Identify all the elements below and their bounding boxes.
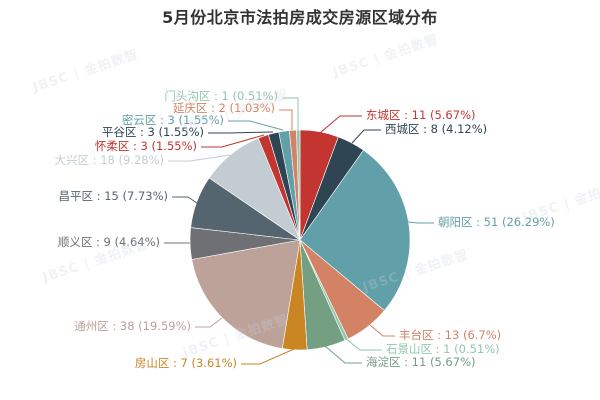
- leader-line-15: [282, 97, 299, 130]
- pie-slice-15[interactable]: [296, 129, 301, 241]
- leader-line-5: [324, 345, 362, 364]
- slice-label-7: 通州区 : 38 (19.59%): [74, 319, 191, 333]
- slice-label-1: 西城区 : 8 (4.12%): [385, 122, 487, 136]
- leader-line-0: [319, 115, 362, 134]
- slice-label-12: 平谷区 : 3 (1.55%): [102, 125, 204, 139]
- leader-line-4: [344, 337, 382, 351]
- slice-label-8: 顺义区 : 9 (4.64%): [58, 235, 160, 249]
- slice-label-0: 东城区 : 11 (5.67%): [366, 108, 475, 122]
- slice-label-4: 石景山区 : 1 (0.51%): [386, 342, 500, 356]
- leader-line-14: [279, 109, 293, 130]
- pie-slice-2[interactable]: [299, 149, 411, 311]
- leader-line-9: [172, 196, 198, 204]
- slice-label-2: 朝阳区 : 51 (26.29%): [438, 215, 555, 229]
- label-leader-lines: [164, 97, 434, 365]
- slice-label-5: 海淀区 : 11 (5.67%): [366, 355, 475, 369]
- slice-label-15: 门头沟区 : 1 (0.51%): [164, 89, 278, 103]
- slice-label-9: 昌平区 : 15 (7.73%): [59, 189, 168, 203]
- pie-slices: [189, 129, 411, 351]
- leader-line-11: [201, 134, 265, 148]
- slice-label-11: 怀柔区 : 3 (1.55%): [95, 139, 197, 153]
- slice-label-3: 丰台区 : 13 (6.7%): [399, 328, 501, 342]
- leader-line-1: [351, 129, 381, 144]
- slice-label-6: 房山区 : 7 (3.61%): [135, 356, 237, 370]
- leader-line-6: [241, 348, 295, 365]
- leader-line-2: [407, 221, 434, 224]
- leader-line-10: [168, 154, 231, 162]
- leader-line-13: [228, 120, 284, 131]
- pie-slice-7[interactable]: [191, 239, 301, 349]
- slice-label-10: 大兴区 : 18 (9.28%): [55, 153, 164, 167]
- slice-labels: 东城区 : 11 (5.67%)西城区 : 8 (4.12%) 朝阳区 : 51 …: [55, 89, 555, 370]
- leader-line-3: [369, 324, 395, 337]
- chart-title: 5月份北京市法拍房成交房源区域分布: [162, 8, 438, 27]
- slice-label-13: 密云区 : 3 (1.55%): [122, 113, 224, 127]
- slice-label-14: 延庆区 : 2 (1.03%): [173, 101, 275, 115]
- leader-line-12: [208, 131, 274, 134]
- leader-line-7: [195, 317, 223, 328]
